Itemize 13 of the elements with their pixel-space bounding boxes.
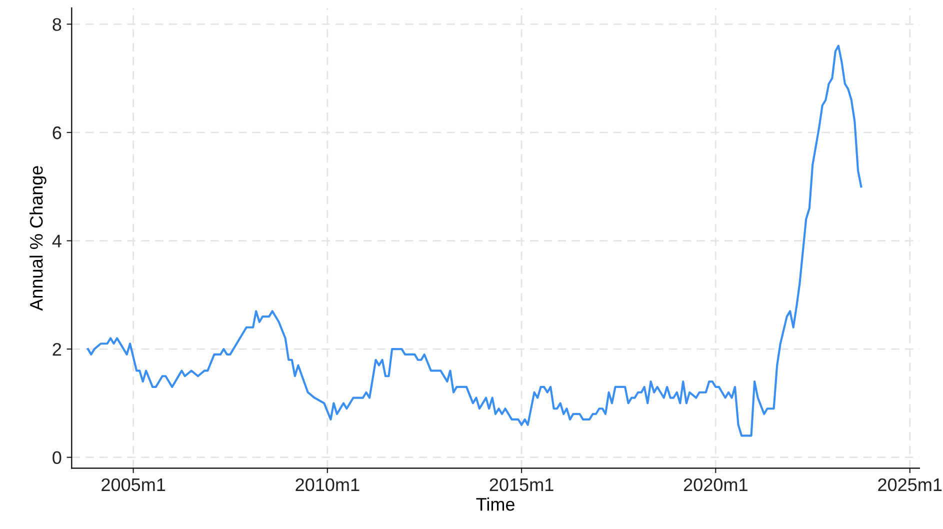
y-tick-label: 6 bbox=[52, 126, 62, 140]
x-tick-label: 2015m1 bbox=[490, 478, 554, 492]
y-tick-label: 8 bbox=[52, 18, 62, 31]
y-tick-label: 4 bbox=[52, 234, 62, 248]
x-tick-label: 2010m1 bbox=[296, 478, 360, 492]
x-tick-label: 2005m1 bbox=[102, 478, 166, 492]
y-tick-label: 2 bbox=[52, 342, 62, 356]
x-tick-label: 2025m1 bbox=[878, 478, 942, 492]
line-series bbox=[86, 44, 862, 437]
x-tick-label: 2020m1 bbox=[684, 478, 748, 492]
y-axis-title: Annual % Change bbox=[30, 166, 46, 311]
y-tick-label: 0 bbox=[52, 451, 62, 464]
x-axis-title: Time bbox=[476, 497, 514, 511]
